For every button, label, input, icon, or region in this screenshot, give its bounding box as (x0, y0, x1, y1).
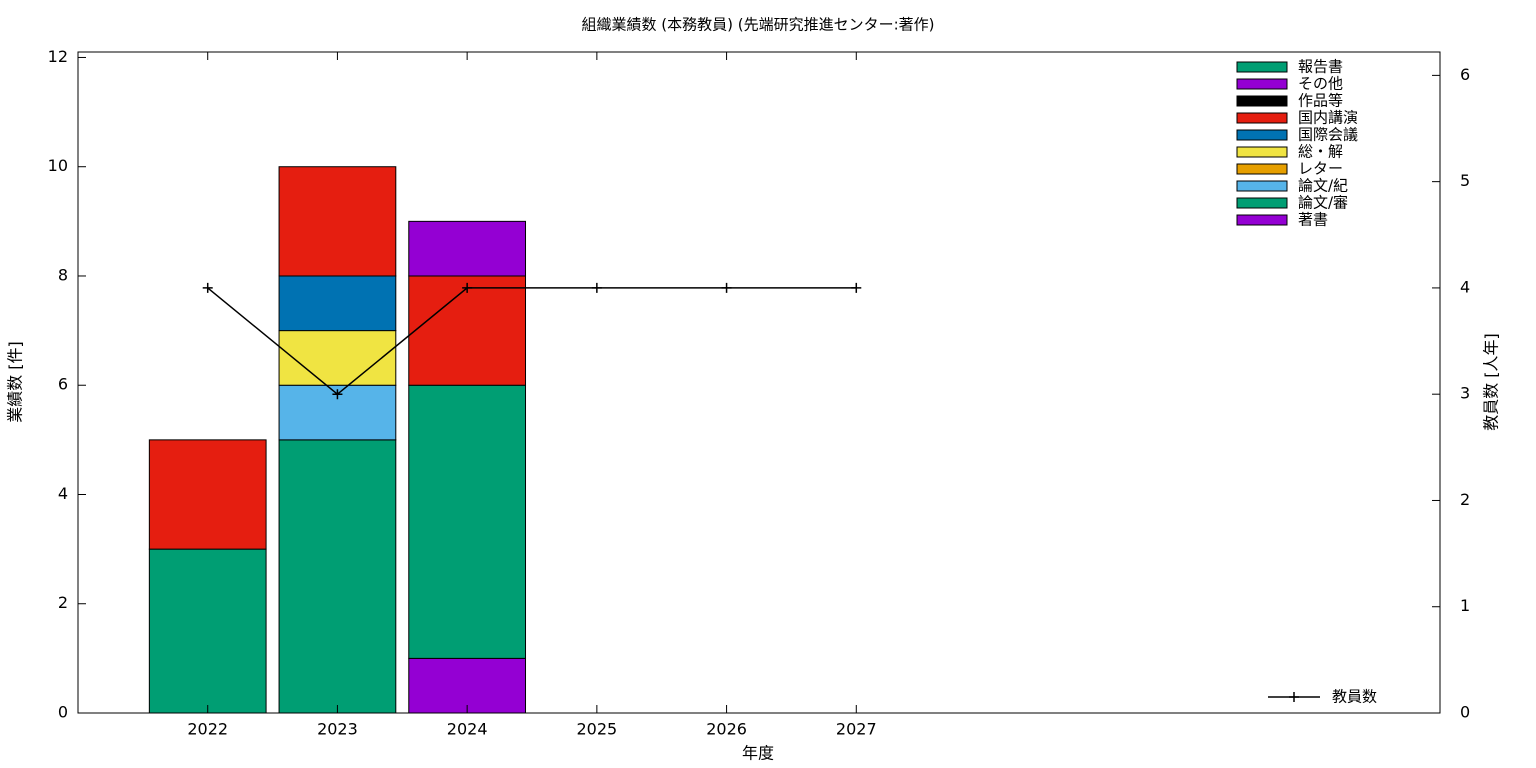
legend-swatch (1236, 146, 1288, 158)
legend-swatch (1236, 197, 1288, 209)
legend-label: 国内講演 (1298, 109, 1358, 127)
x-tick-label: 2024 (447, 720, 488, 739)
bar-segment (278, 439, 397, 714)
legend-swatch (1236, 214, 1288, 226)
line-point (332, 389, 343, 400)
legend-label: 国際会議 (1298, 126, 1358, 144)
legend-swatch (1236, 129, 1288, 141)
legend-swatch (1236, 112, 1288, 124)
bar-segment (278, 166, 397, 277)
legend-label: 著書 (1298, 211, 1328, 229)
bar-segment (408, 220, 527, 277)
legend-point (1289, 692, 1299, 702)
line-point (591, 282, 602, 293)
y2-tick-label: 0 (1460, 703, 1470, 722)
y-tick-label: 2 (58, 593, 68, 612)
legend-swatch (1236, 180, 1288, 192)
bar-segment (148, 439, 267, 550)
x-tick-label: 2026 (706, 720, 747, 739)
y2-tick-label: 6 (1460, 65, 1470, 84)
bar-segment (408, 657, 527, 714)
legend-label: 教員数 (1332, 688, 1377, 706)
y-axis-label: 業績数 [件] (6, 341, 25, 423)
legend-label: 総・解 (1298, 143, 1343, 161)
x-tick-label: 2025 (576, 720, 617, 739)
x-tick-label: 2023 (317, 720, 358, 739)
y-tick-label: 8 (58, 265, 68, 284)
y2-tick-label: 4 (1460, 277, 1470, 296)
legend-swatch (1236, 61, 1288, 73)
plot-frame (77, 51, 1441, 714)
line-point (462, 282, 473, 293)
legend-label: レター (1298, 160, 1343, 178)
y2-tick-label: 5 (1460, 171, 1470, 190)
x-tick-label: 2027 (836, 720, 877, 739)
legend-label: その他 (1298, 75, 1343, 93)
line-point (721, 282, 732, 293)
x-tick-label: 2022 (187, 720, 228, 739)
y2-tick-label: 2 (1460, 490, 1470, 509)
line-point (202, 282, 213, 293)
y-tick-label: 12 (48, 47, 68, 66)
legend-swatch (1236, 163, 1288, 175)
y-tick-label: 4 (58, 484, 68, 503)
legend-swatch (1236, 78, 1288, 90)
line-point (851, 282, 862, 293)
bar-segment (148, 548, 267, 714)
legend-label: 論文/紀 (1298, 177, 1348, 195)
bar-segment (278, 275, 397, 332)
legend-label: 報告書 (1298, 58, 1343, 76)
bar-segment (278, 330, 397, 386)
y2-tick-label: 3 (1460, 384, 1470, 403)
y-tick-label: 0 (58, 703, 68, 722)
chart-title: 組織業績数 (本務教員) (先端研究推進センター:著作) (581, 16, 934, 34)
y2-axis-label: 教員数 [人年] (1482, 333, 1501, 431)
y-tick-label: 10 (48, 156, 68, 175)
legend-label: 論文/審 (1298, 194, 1348, 212)
x-axis-label: 年度 (742, 744, 774, 763)
bar-segment (408, 384, 527, 659)
legend-label: 作品等 (1298, 92, 1343, 110)
y2-tick-label: 1 (1460, 596, 1470, 615)
y-tick-label: 6 (58, 375, 68, 394)
legend-swatch (1236, 95, 1288, 107)
line-series (207, 287, 857, 396)
